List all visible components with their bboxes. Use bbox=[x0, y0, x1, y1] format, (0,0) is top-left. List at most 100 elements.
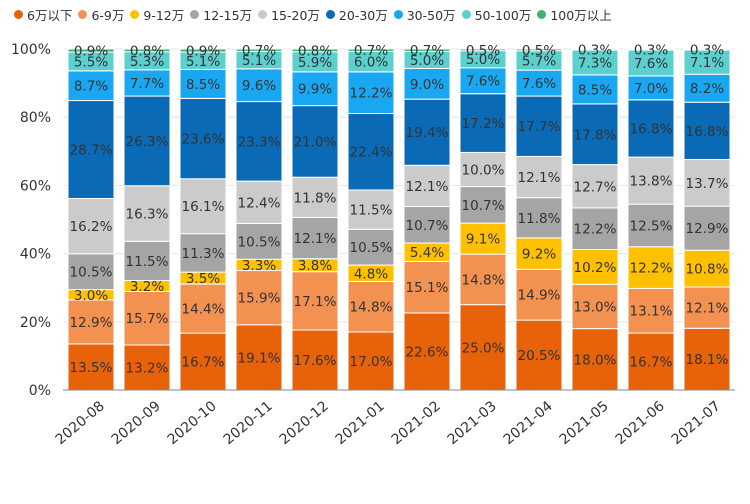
bar-segment bbox=[179, 97, 227, 180]
data-label: 11.8% bbox=[294, 190, 337, 206]
legend-item[interactable]: 6-9万 bbox=[78, 5, 124, 24]
x-tick-label: 2020-10 bbox=[165, 398, 220, 448]
bar-segment bbox=[291, 271, 339, 331]
legend-item[interactable]: 50-100万 bbox=[461, 5, 531, 24]
bar-segment bbox=[571, 207, 619, 251]
bar-segment bbox=[235, 180, 283, 224]
bar-segment bbox=[291, 176, 339, 218]
bar-segment bbox=[235, 68, 283, 103]
legend-item[interactable]: 15-20万 bbox=[258, 5, 320, 24]
data-label: 5.7% bbox=[522, 53, 556, 69]
y-tick-label: 80% bbox=[20, 110, 51, 126]
legend-label: 6-9万 bbox=[91, 7, 125, 23]
data-label: 12.1% bbox=[294, 231, 337, 247]
bar-segment bbox=[179, 48, 227, 53]
data-label: 12.1% bbox=[518, 170, 561, 186]
data-label: 10.7% bbox=[406, 218, 449, 234]
data-label: 13.1% bbox=[630, 304, 673, 320]
data-label: 14.8% bbox=[350, 300, 393, 316]
bar-segment bbox=[683, 73, 731, 103]
bar-segment bbox=[403, 206, 451, 244]
bar-segment bbox=[291, 71, 339, 107]
data-label: 9.1% bbox=[466, 232, 500, 248]
bar-segment bbox=[683, 158, 731, 207]
bar-segment bbox=[515, 237, 563, 270]
legend-swatch bbox=[325, 9, 335, 19]
bar-segment bbox=[515, 95, 563, 157]
bar-segment bbox=[291, 48, 339, 53]
data-label: 10.5% bbox=[350, 240, 393, 256]
data-label: 25.0% bbox=[462, 340, 505, 356]
data-label: 7.7% bbox=[130, 76, 164, 92]
data-label: 16.7% bbox=[182, 355, 225, 371]
bar-segment bbox=[347, 113, 395, 191]
legend-item[interactable]: 12-15万 bbox=[190, 5, 252, 24]
data-label: 12.1% bbox=[406, 179, 449, 195]
bar-segment bbox=[571, 283, 619, 330]
legend-swatch bbox=[461, 9, 471, 19]
legend-item[interactable]: 20-30万 bbox=[325, 5, 388, 24]
data-label: 16.8% bbox=[630, 121, 673, 137]
bar-segment bbox=[627, 48, 675, 51]
bar-segment bbox=[683, 205, 731, 251]
bar-segment bbox=[179, 332, 227, 391]
data-label: 0.5% bbox=[466, 43, 500, 59]
data-label: 14.8% bbox=[462, 272, 505, 288]
data-label: 5.1% bbox=[242, 53, 276, 69]
data-label: 11.3% bbox=[182, 246, 225, 262]
legend-item[interactable]: 100万以上 bbox=[537, 5, 612, 24]
data-label: 12.4% bbox=[238, 195, 281, 211]
bar-segment bbox=[627, 156, 675, 205]
x-tick-label: 2020-12 bbox=[277, 398, 332, 448]
data-label: 5.9% bbox=[298, 55, 332, 71]
data-label: 9.0% bbox=[410, 77, 444, 93]
bar-segment bbox=[347, 280, 395, 333]
data-label: 10.8% bbox=[686, 262, 729, 278]
data-label: 11.5% bbox=[350, 203, 393, 219]
legend-label: 30-50万 bbox=[406, 7, 456, 23]
bar-segment bbox=[235, 324, 283, 391]
bar-segment bbox=[403, 98, 451, 166]
x-tick-label: 2021-03 bbox=[445, 398, 500, 448]
y-tick-label: 60% bbox=[20, 178, 51, 194]
data-label: 13.8% bbox=[630, 174, 673, 190]
bar-segment bbox=[403, 48, 451, 52]
data-label: 13.7% bbox=[686, 176, 729, 192]
x-tick-label: 2021-05 bbox=[557, 398, 612, 448]
bar-segment bbox=[627, 203, 675, 248]
legend-item[interactable]: 9-12万 bbox=[130, 5, 184, 24]
legend-label: 6万以下 bbox=[27, 7, 73, 23]
data-label: 10.5% bbox=[70, 265, 113, 281]
bar-segment bbox=[515, 268, 563, 321]
data-label: 9.9% bbox=[298, 82, 332, 98]
bar-segment bbox=[123, 290, 171, 346]
legend-item[interactable]: 30-50万 bbox=[393, 5, 456, 24]
legend-item[interactable]: 6万以下 bbox=[14, 5, 72, 24]
bar-segment bbox=[347, 48, 395, 52]
data-label: 3.8% bbox=[298, 258, 332, 274]
legend-swatch bbox=[130, 9, 140, 19]
bar-segment bbox=[683, 49, 731, 75]
bar-segment bbox=[459, 48, 507, 52]
y-tick-label: 100% bbox=[11, 42, 51, 58]
legend-swatch bbox=[258, 9, 268, 19]
bar-segment bbox=[571, 48, 619, 51]
data-label: 0.7% bbox=[354, 43, 388, 59]
data-label: 13.5% bbox=[70, 360, 113, 376]
data-label: 5.1% bbox=[186, 54, 220, 70]
data-label: 10.5% bbox=[238, 234, 281, 250]
data-label: 17.6% bbox=[294, 353, 337, 369]
data-label: 16.8% bbox=[686, 124, 729, 140]
x-tick-label: 2021-02 bbox=[389, 398, 444, 448]
data-label: 16.1% bbox=[182, 199, 225, 215]
data-label: 19.1% bbox=[238, 350, 281, 366]
data-label: 7.1% bbox=[690, 55, 724, 71]
data-label: 7.6% bbox=[522, 76, 556, 92]
bar-segment bbox=[515, 197, 563, 239]
data-label: 11.5% bbox=[126, 254, 169, 270]
data-label: 8.7% bbox=[74, 79, 108, 95]
bar-segment bbox=[179, 283, 227, 334]
legend: 6万以下 6-9万 9-12万 12-15万 15-20万 20-30万 30-50万 50-… bbox=[14, 2, 618, 26]
data-label: 26.3% bbox=[126, 134, 169, 150]
